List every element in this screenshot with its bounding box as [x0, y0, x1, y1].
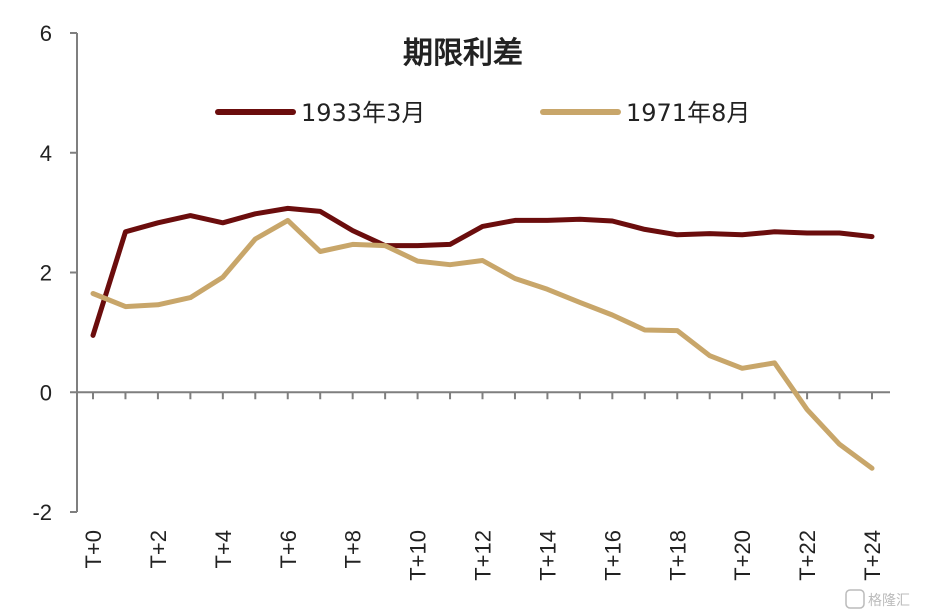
x-tick-label: T+10 [406, 530, 431, 581]
x-tick-label: T+22 [795, 530, 820, 581]
axes: -2 0 2 4 6 T+0 T+2 T+4 T+6 T+8 T+10 T+12 T+14 T+16 T+1… [32, 21, 890, 581]
series-line-0 [90, 205, 875, 338]
x-tick-label: T+12 [471, 530, 496, 581]
x-tick-label: T+16 [600, 530, 625, 581]
series-line-1 [90, 217, 875, 471]
x-tick-label: T+6 [276, 530, 301, 569]
x-tick-label: T+4 [211, 530, 236, 569]
y-tick-label: 0 [40, 380, 52, 405]
x-tick-label: T+0 [81, 530, 106, 569]
y-tick-label: 4 [40, 141, 52, 166]
y-tick-label: 6 [40, 21, 52, 46]
x-tick-label: T+2 [146, 530, 171, 569]
chart-title: 期限利差 [403, 36, 523, 71]
series-layer [90, 205, 875, 471]
legend: 1933年3月 1971年8月 [215, 99, 750, 127]
x-tick-label: T+8 [341, 530, 366, 569]
watermark-text: 格隆汇 [868, 593, 910, 609]
y-tick-label: -2 [32, 500, 52, 525]
watermark-logo-icon [845, 589, 865, 609]
x-tick-label: T+18 [665, 530, 690, 581]
watermark: 格隆汇 [845, 589, 910, 609]
y-tick-label: 2 [40, 261, 52, 286]
legend-label-0: 1933年3月 [301, 99, 425, 127]
legend-label-1: 1971年8月 [626, 99, 750, 127]
x-tick-label: T+20 [730, 530, 755, 581]
x-tick-label: T+14 [535, 530, 560, 581]
x-tick-label: T+24 [860, 530, 885, 581]
